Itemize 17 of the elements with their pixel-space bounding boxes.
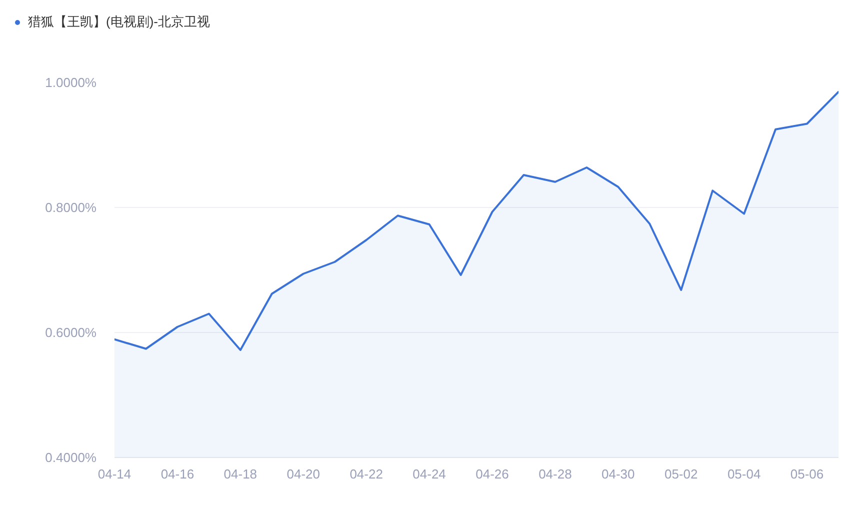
x-tick-label: 04-16 (160, 466, 194, 482)
x-tick-label: 04-14 (98, 466, 132, 482)
x-tick-label: 04-20 (286, 466, 320, 482)
x-tick-label: 05-06 (790, 466, 824, 482)
y-tick-label: 1.0000% (45, 75, 97, 90)
x-tick-label: 04-28 (538, 466, 572, 482)
x-tick-label: 05-04 (727, 466, 761, 482)
legend-label: 猎狐【王凯】(电视剧)-北京卫视 (28, 13, 210, 31)
y-tick-label: 0.8000% (45, 200, 97, 215)
x-tick-label: 04-22 (350, 466, 383, 482)
y-tick-label: 0.4000% (45, 450, 97, 465)
x-tick-label: 04-24 (412, 466, 446, 482)
x-tick-label: 04-26 (476, 466, 509, 482)
x-tick-label: 04-18 (224, 466, 258, 482)
y-tick-label: 0.6000% (45, 325, 97, 340)
x-tick-label: 04-30 (602, 466, 635, 482)
x-tick-label: 05-02 (664, 466, 698, 482)
